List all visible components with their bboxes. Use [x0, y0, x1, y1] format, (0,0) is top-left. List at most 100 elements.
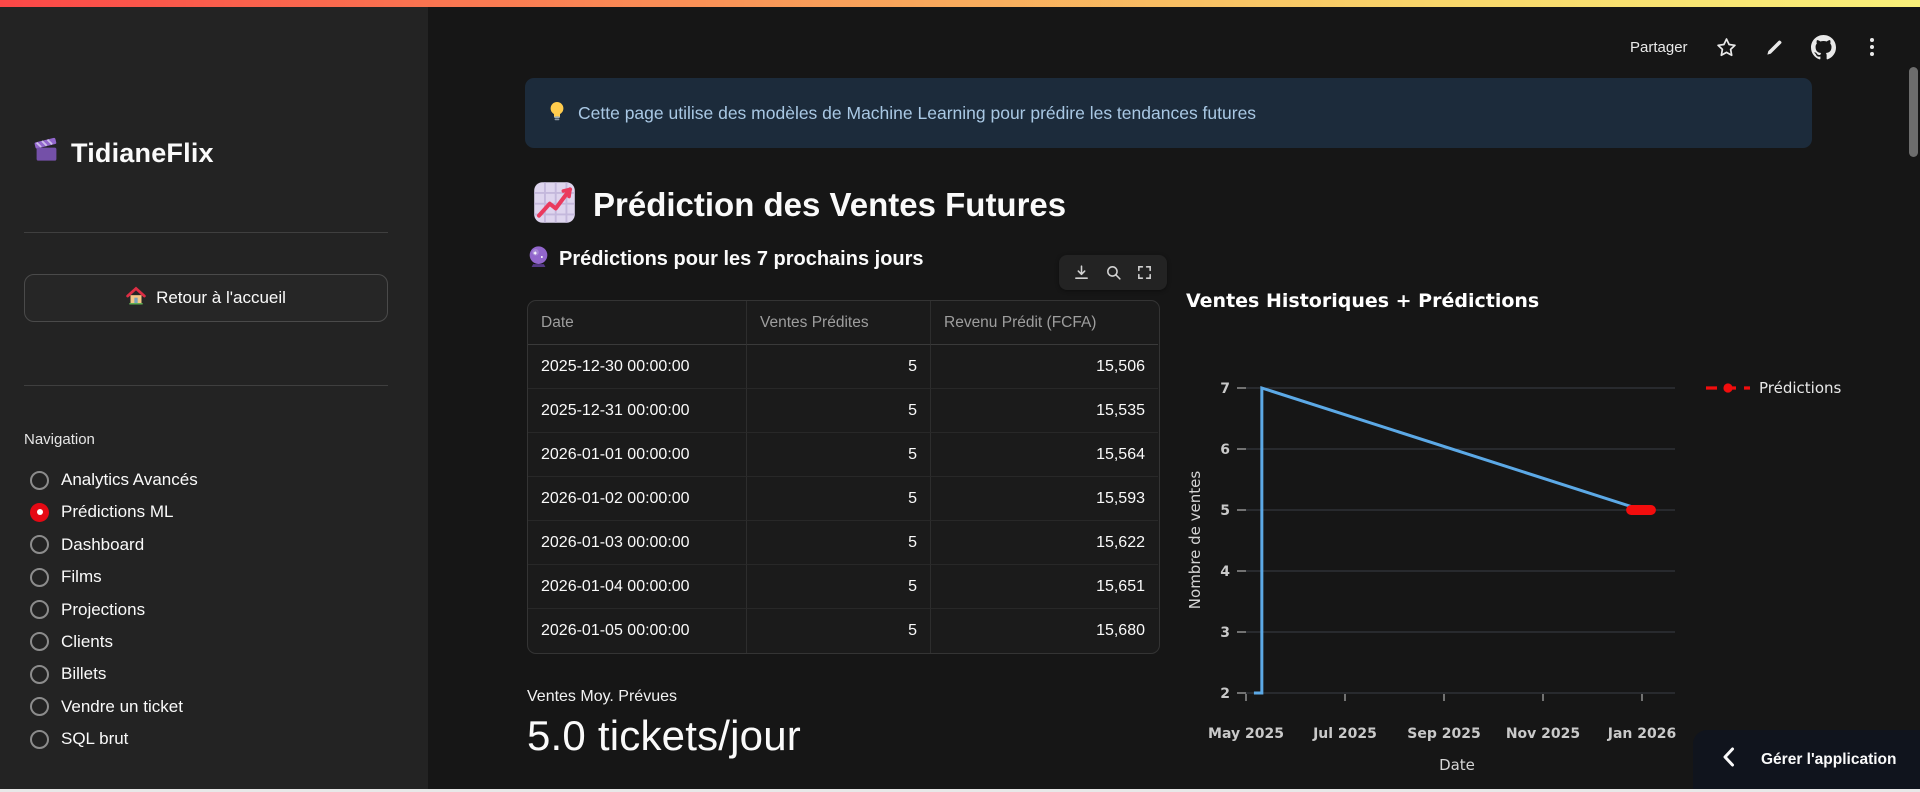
app-logo-title: TidianeFlix [33, 137, 214, 169]
sidebar-item-predictions-ml[interactable]: Prédictions ML [30, 502, 198, 522]
metric-value: 5.0 tickets/jour [527, 712, 801, 759]
manage-app-button[interactable]: Gérer l'application [1693, 730, 1920, 789]
github-icon[interactable] [1810, 34, 1836, 60]
column-header-revenu-predit-fcfa[interactable]: Revenu Prédit (FCFA) [931, 301, 1158, 345]
series-ventes-historiques [1253, 385, 1643, 695]
table-cell[interactable]: 2025-12-30 00:00:00 [528, 345, 747, 389]
pencil-icon[interactable] [1765, 38, 1784, 57]
info-banner: Cette page utilise des modèles de Machin… [525, 78, 1812, 148]
lightbulb-icon [547, 100, 567, 127]
radio-unselected-icon[interactable] [30, 535, 49, 555]
section-title-block: Prédictions pour les 7 prochains jours [527, 245, 924, 273]
y-tick-label: 3 [1220, 625, 1230, 641]
scrollbar-thumb[interactable] [1909, 67, 1918, 157]
predictions-table[interactable]: Date Ventes Prédites Revenu Prédit (FCFA) 2… [527, 300, 1160, 654]
table-cell[interactable]: 5 [747, 565, 931, 609]
sidebar-item-label: Projections [61, 599, 146, 619]
app-toolbar: Partager [1630, 32, 1881, 62]
sidebar-item-sql-brut[interactable]: SQL brut [30, 729, 198, 749]
x-tick-label: May 2025 [1208, 726, 1284, 742]
radio-unselected-icon[interactable] [30, 697, 49, 717]
table-cell[interactable]: 5 [747, 389, 931, 433]
radio-selected-icon[interactable] [30, 502, 49, 522]
x-tick-label: Nov 2025 [1506, 726, 1580, 742]
chart-title: Ventes Historiques + Prédictions [1186, 290, 1540, 312]
sidebar-item-vendre-un-ticket[interactable]: Vendre un ticket [30, 697, 198, 717]
sidebar: TidianeFlix Retour à l'accueil Navigatio… [0, 7, 428, 789]
sidebar-item-label: Billets [61, 664, 107, 684]
radio-unselected-icon[interactable] [30, 567, 49, 587]
star-icon[interactable] [1715, 36, 1738, 59]
table-cell[interactable]: 5 [747, 433, 931, 477]
sidebar-item-label: Dashboard [61, 534, 145, 554]
y-axis-label: Nombre de ventes [1186, 471, 1204, 610]
nav-section-label: Navigation [24, 431, 95, 448]
app-title: TidianeFlix [71, 137, 214, 168]
sidebar-item-films[interactable]: Films [30, 567, 198, 587]
table-cell[interactable]: 15,680 [1096, 622, 1145, 639]
sidebar-item-label: Films [61, 567, 102, 587]
radio-unselected-icon[interactable] [30, 470, 49, 490]
table-cell[interactable]: 15,564 [931, 433, 1158, 477]
table-cell[interactable]: 2026-01-04 00:00:00 [528, 565, 747, 609]
table-cell[interactable]: 2025-12-31 00:00:00 [528, 389, 747, 433]
radio-unselected-icon[interactable] [30, 664, 49, 684]
sidebar-divider [24, 232, 388, 233]
sidebar-divider [24, 385, 388, 386]
table-cell[interactable]: 2026-01-03 00:00:00 [528, 521, 747, 565]
fullscreen-icon[interactable] [1136, 264, 1153, 281]
dataframe-toolbar [1059, 255, 1167, 290]
legend-label: Prédictions [1759, 379, 1842, 397]
home-button-label: Retour à l'accueil [156, 288, 286, 307]
decoration-gradient-bar [0, 0, 1920, 7]
sidebar-item-clients[interactable]: Clients [30, 632, 198, 652]
x-axis-label: Date [1439, 756, 1475, 774]
sidebar-item-label: SQL brut [61, 729, 129, 749]
x-tick-label: Jan 2026 [1607, 726, 1676, 742]
window-bottom-edge [0, 789, 1920, 792]
chart-increasing-icon [533, 181, 576, 229]
column-header-ventes-predites[interactable]: Ventes Prédites [747, 301, 931, 345]
table-cell[interactable]: 15,622 [931, 521, 1158, 565]
table-cell[interactable]: 5 [747, 521, 931, 565]
nav-radio-group: Analytics Avancés Prédictions ML Dashboard… [30, 470, 198, 762]
table-cell[interactable]: 2026-01-01 00:00:00 [528, 433, 747, 477]
table-cell[interactable]: 15,535 [931, 389, 1158, 433]
table-cell[interactable]: 5 [747, 345, 931, 389]
page-title: Prédiction des Ventes Futures [593, 186, 1067, 223]
chevron-left-icon [1722, 747, 1735, 772]
sidebar-item-projections[interactable]: Projections [30, 600, 198, 620]
sidebar-item-analytics-avances[interactable]: Analytics Avancés [30, 470, 198, 490]
x-tick-label: Jul 2025 [1312, 726, 1377, 742]
sidebar-item-label: Vendre un ticket [61, 696, 183, 716]
sidebar-item-label: Clients [61, 631, 113, 651]
sales-chart: 2 3 4 5 6 7 May 2025 Jul 2025 Sep 2025 Nov 2025 Ja… [1180, 320, 1880, 790]
metric-block: Ventes Moy. Prévues 5.0 tickets/jour [527, 688, 801, 760]
more-vertical-icon[interactable] [1863, 37, 1881, 57]
crystal-ball-icon [527, 245, 550, 273]
sidebar-item-billets[interactable]: Billets [30, 664, 198, 684]
radio-unselected-icon[interactable] [30, 729, 49, 749]
legend-marker [1723, 383, 1733, 393]
table-cell[interactable]: 2026-01-05 00:00:00 [528, 609, 747, 653]
search-icon[interactable] [1105, 264, 1122, 281]
y-tick-label: 4 [1220, 564, 1230, 580]
radio-unselected-icon[interactable] [30, 600, 49, 620]
sidebar-item-label: Prédictions ML [61, 502, 174, 522]
sidebar-item-dashboard[interactable]: Dashboard [30, 535, 198, 555]
table-cell[interactable]: 5 [747, 609, 931, 653]
radio-unselected-icon[interactable] [30, 632, 49, 652]
download-icon[interactable] [1073, 264, 1090, 281]
home-button[interactable]: Retour à l'accueil [24, 274, 388, 322]
table-cell[interactable]: 15,506 [931, 345, 1158, 389]
column-header-date[interactable]: Date [528, 301, 747, 345]
house-icon [126, 286, 146, 311]
table-cell[interactable]: 15,651 [931, 565, 1158, 609]
table-cell[interactable]: 2026-01-02 00:00:00 [528, 477, 747, 521]
table-cell[interactable]: 15,593 [931, 477, 1158, 521]
chart-plot-area: 2 3 4 5 6 7 May 2025 Jul 2025 Sep 2025 Nov 2025 Ja… [1186, 379, 1842, 774]
y-tick-label: 7 [1220, 381, 1230, 397]
table-cell[interactable]: 5 [747, 477, 931, 521]
share-button[interactable]: Partager [1630, 38, 1688, 56]
